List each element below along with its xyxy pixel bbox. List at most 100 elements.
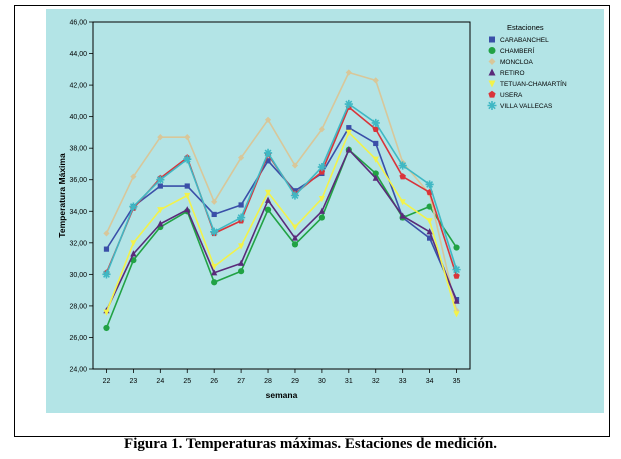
data-point-retiro [157,220,164,227]
series-line-moncloa [105,71,458,311]
legend-marker-tetuan-chamart-n [488,80,496,88]
data-point-moncloa [264,116,272,123]
data-point-tetuan-chamart-n [211,263,218,271]
x-tick-label: 35 [453,378,461,385]
legend-title: Estaciones [507,23,544,32]
data-point-villa-vallecas [371,118,380,128]
legend-marker-chamber- [488,47,496,54]
data-point-usera [318,168,326,175]
legend-label-moncloa: MONCLOA [500,59,534,66]
data-point-retiro [211,269,218,276]
data-point-tetuan-chamart-n [130,240,137,247]
data-point-villa-vallecas [102,270,111,279]
y-axis-title: Temperatura Máxima [57,153,67,238]
x-tick-label: 22 [103,378,111,385]
data-point-chamber- [426,203,433,210]
data-point-moncloa [372,77,379,84]
data-point-villa-vallecas [237,213,246,222]
data-point-villa-vallecas [210,227,219,236]
data-point-chamber- [264,206,272,213]
data-point-carabanchel [103,246,110,252]
data-point-moncloa [157,134,164,141]
data-point-retiro [264,196,272,203]
x-tick-label: 31 [345,378,353,385]
data-point-retiro [345,146,352,153]
data-point-chamber- [103,324,110,332]
data-point-moncloa [291,162,299,169]
x-tick-label: 32 [372,378,380,385]
data-point-tetuan-chamart-n [157,207,164,214]
data-point-retiro [453,297,460,304]
x-tick-label: 30 [318,378,326,385]
data-point-carabanchel [373,140,379,147]
y-tick-label: 32,00 [69,240,87,247]
x-tick-label: 34 [426,378,434,385]
data-point-chamber- [211,279,218,286]
data-point-carabanchel [184,183,190,189]
data-point-retiro [318,207,325,214]
x-axis-title: semana [266,390,298,400]
y-tick-label: 40,00 [69,114,87,121]
legend-label-tetuan-chamart-n: TETUAN-CHAMARTÍN [500,79,567,88]
data-point-chamber- [291,241,299,248]
data-point-retiro [130,250,137,257]
data-point-tetuan-chamart-n [238,243,245,250]
data-point-tetuan-chamart-n [372,156,379,163]
x-tick-label: 24 [156,378,164,385]
data-point-moncloa [211,198,218,205]
data-point-chamber- [453,244,460,251]
y-tick-label: 24,00 [69,367,87,374]
data-point-tetuan-chamart-n [184,192,191,200]
data-point-moncloa [238,154,245,161]
data-point-carabanchel [346,125,352,131]
y-tick-label: 42,00 [69,83,87,90]
data-point-moncloa [318,126,325,133]
legend-marker-moncloa [488,58,496,65]
data-point-carabanchel [238,202,244,208]
data-point-carabanchel [211,211,217,218]
data-point-villa-vallecas [398,161,407,170]
x-tick-label: 25 [183,378,191,385]
x-tick-label: 26 [210,378,218,385]
data-point-usera [453,272,460,279]
data-point-chamber- [318,214,325,221]
y-tick-label: 46,00 [69,20,87,27]
legend-label-usera: USERA [500,92,523,99]
x-tick-label: 28 [264,378,272,385]
x-tick-label: 29 [291,378,299,385]
data-point-villa-vallecas [263,148,273,158]
data-point-villa-vallecas [183,155,192,164]
data-point-villa-vallecas [156,175,165,184]
data-point-moncloa [103,230,110,237]
data-point-tetuan-chamart-n [264,189,272,196]
data-point-carabanchel [265,158,271,164]
legend-marker-carabanchel [489,36,495,43]
data-point-villa-vallecas [129,202,138,211]
data-point-retiro [399,212,406,219]
legend-marker-retiro [488,68,496,76]
data-point-moncloa [130,173,137,180]
data-point-carabanchel [427,235,433,241]
data-point-carabanchel [157,183,163,189]
legend-label-chamber-: CHAMBERÍ [500,46,535,55]
data-point-villa-vallecas [290,191,300,200]
data-point-tetuan-chamart-n [291,224,299,231]
data-point-villa-vallecas [344,99,353,109]
data-point-retiro [291,234,299,241]
y-tick-label: 30,00 [69,272,87,279]
y-tick-label: 26,00 [69,335,87,342]
data-point-tetuan-chamart-n [453,311,460,318]
data-point-retiro [426,228,433,235]
data-point-tetuan-chamart-n [318,196,325,203]
legend-marker-villa-vallecas [487,101,497,110]
data-point-moncloa [184,134,191,141]
data-point-tetuan-chamart-n [399,199,406,206]
y-tick-label: 28,00 [69,303,87,310]
data-point-villa-vallecas [425,180,434,189]
x-tick-label: 27 [237,378,245,385]
data-point-tetuan-chamart-n [426,218,433,225]
data-point-retiro [238,259,245,266]
series-line-carabanchel [105,126,458,300]
legend-label-villa-vallecas: VILLA VALLECAS [500,103,553,110]
